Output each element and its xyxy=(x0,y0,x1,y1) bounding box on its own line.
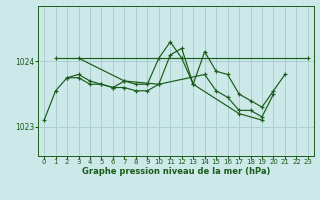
X-axis label: Graphe pression niveau de la mer (hPa): Graphe pression niveau de la mer (hPa) xyxy=(82,167,270,176)
